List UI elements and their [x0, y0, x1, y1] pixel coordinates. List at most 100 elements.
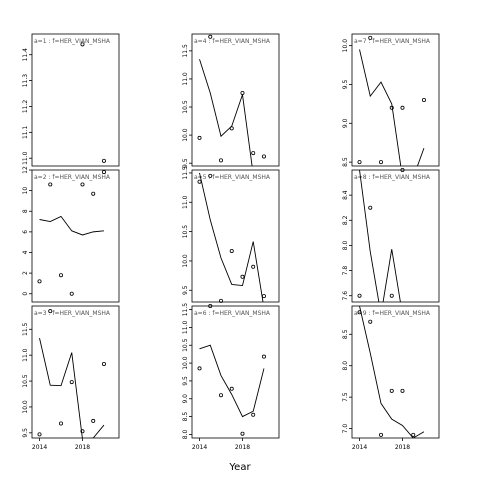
y-tick-label: 8.5 — [342, 157, 349, 167]
data-point — [218, 158, 223, 163]
panel-frame — [31, 33, 120, 167]
panel-frame — [191, 33, 280, 167]
y-tick-label: 11.0 — [22, 348, 29, 362]
data-point — [48, 309, 53, 314]
y-tick-label: 11.5 — [182, 166, 189, 180]
y-tick-label: 7.5 — [342, 392, 349, 402]
data-point — [197, 179, 202, 184]
panel-label: a=2 : f=HER_VIAN_MSHA — [34, 174, 111, 181]
data-point — [251, 412, 256, 417]
y-tick-label: 8 — [22, 209, 29, 213]
data-point — [389, 388, 394, 393]
y-tick-label: 7.0 — [342, 424, 349, 434]
y-tick-label: 12 — [22, 166, 29, 174]
data-point — [368, 319, 373, 324]
y-tick-label: 11.1 — [22, 125, 29, 139]
data-point — [251, 151, 256, 156]
y-tick-label: 10.5 — [182, 338, 189, 352]
data-point — [400, 388, 405, 393]
x-tick-label: 2018 — [395, 444, 410, 451]
panel-label: a=3 : f=HER_VIAN_MSHA — [34, 310, 111, 317]
data-point — [357, 310, 362, 315]
trend-line — [39, 215, 105, 236]
y-tick-label: 8.5 — [182, 412, 189, 422]
data-point — [80, 42, 85, 47]
facet-panel-4: a=4 : f=HER_VIAN_MSHA 9.5 10.0 10.5 11.0 11.5 — [182, 33, 280, 168]
trend-line — [39, 337, 105, 438]
y-tick-label: 8.2 — [342, 215, 349, 225]
y-tick-label: 11.5 — [182, 44, 189, 58]
data-point — [59, 421, 64, 426]
facet-panel-2: a=2 : f=HER_VIAN_MSHA 0 2 4 6 8 10 12 — [22, 166, 120, 303]
panel-label: a=6 : f=HER_VIAN_MSHA — [194, 310, 271, 317]
data-point — [411, 432, 416, 437]
data-point — [240, 274, 245, 279]
data-point — [37, 279, 42, 284]
panel-frame — [191, 169, 280, 303]
trend-line — [199, 59, 253, 166]
panel-label: a=5 : f=HER_VIAN_MSHA — [194, 174, 271, 181]
y-tick-label: 0 — [22, 292, 29, 296]
data-point — [378, 432, 383, 437]
trend-line — [359, 306, 425, 438]
y-tick-label: 8.5 — [342, 329, 349, 339]
y-tick-label: 9.5 — [22, 428, 29, 438]
y-tick-label: 9.0 — [182, 394, 189, 404]
data-point — [389, 293, 394, 298]
data-point — [229, 386, 234, 391]
data-point — [69, 291, 74, 296]
y-tick-label: 2 — [22, 271, 29, 275]
data-point — [261, 294, 266, 299]
y-tick-label: 11.0 — [182, 321, 189, 335]
data-point — [251, 264, 256, 269]
y-tick-label: 10.5 — [182, 100, 189, 114]
data-point — [48, 182, 53, 187]
panel-label: a=9 : f=HER_VIAN_MSHA — [354, 310, 431, 317]
data-point — [368, 205, 373, 210]
y-tick-label: 10.0 — [182, 356, 189, 370]
panels-layer: a=1 : f=HER_VIAN_MSHA 11.0 11.1 11.2 11.3 11.… — [22, 33, 440, 451]
data-point — [91, 418, 96, 423]
y-tick-label: 9.0 — [342, 118, 349, 128]
y-tick-label: 6 — [22, 230, 29, 234]
trend-line — [199, 172, 264, 302]
y-tick-label: 11.5 — [22, 322, 29, 336]
data-point — [218, 298, 223, 303]
data-point — [218, 393, 223, 398]
data-point — [80, 429, 85, 434]
data-point — [240, 90, 245, 95]
y-tick-label: 9.5 — [182, 285, 189, 295]
y-tick-label: 11.2 — [22, 100, 29, 114]
panel-frame — [31, 169, 120, 303]
panel-frame — [191, 305, 280, 439]
y-tick-label: 11.3 — [22, 74, 29, 88]
data-point — [37, 432, 42, 437]
data-point — [421, 98, 426, 103]
y-tick-label: 8.0 — [182, 429, 189, 439]
y-tick-label: 10 — [22, 187, 29, 195]
x-tick-label: 2014 — [32, 444, 47, 451]
panel-label: a=1 : f=HER_VIAN_MSHA — [34, 38, 111, 45]
y-tick-label: 9.5 — [182, 158, 189, 168]
trend-line — [359, 49, 425, 166]
panel-label: a=4 : f=HER_VIAN_MSHA — [194, 38, 271, 45]
data-point — [80, 182, 85, 187]
panel-frame — [31, 305, 120, 439]
facet-panel-6: a=6 : f=HER_VIAN_MSHA 8.0 8.5 9.0 9.5 10.0 10.… — [182, 303, 280, 451]
panel-frame — [351, 305, 440, 439]
y-tick-label: 4 — [22, 250, 29, 254]
x-tick-label: 2018 — [75, 444, 90, 451]
facet-panel-1: a=1 : f=HER_VIAN_MSHA 11.0 11.1 11.2 11.3 11.… — [22, 33, 120, 167]
y-tick-label: 11.0 — [22, 151, 29, 165]
data-point — [240, 431, 245, 436]
y-tick-label: 8.4 — [342, 190, 349, 200]
facet-panel-3: a=3 : f=HER_VIAN_MSHA 9.5 10.0 10.5 11.0 11.5… — [22, 305, 120, 451]
data-point — [59, 273, 64, 278]
facet-panel-5: a=5 : f=HER_VIAN_MSHA 9.5 10.0 10.5 11.0 11.5 — [182, 166, 280, 303]
data-point — [389, 105, 394, 110]
y-tick-label: 7.8 — [342, 266, 349, 276]
y-tick-label: 10.0 — [22, 400, 29, 414]
y-tick-label: 8.0 — [342, 361, 349, 371]
facet-panel-8: a=8 : f=HER_VIAN_MSHA 7.6 7.8 8.0 8.2 8.4 — [342, 167, 440, 303]
